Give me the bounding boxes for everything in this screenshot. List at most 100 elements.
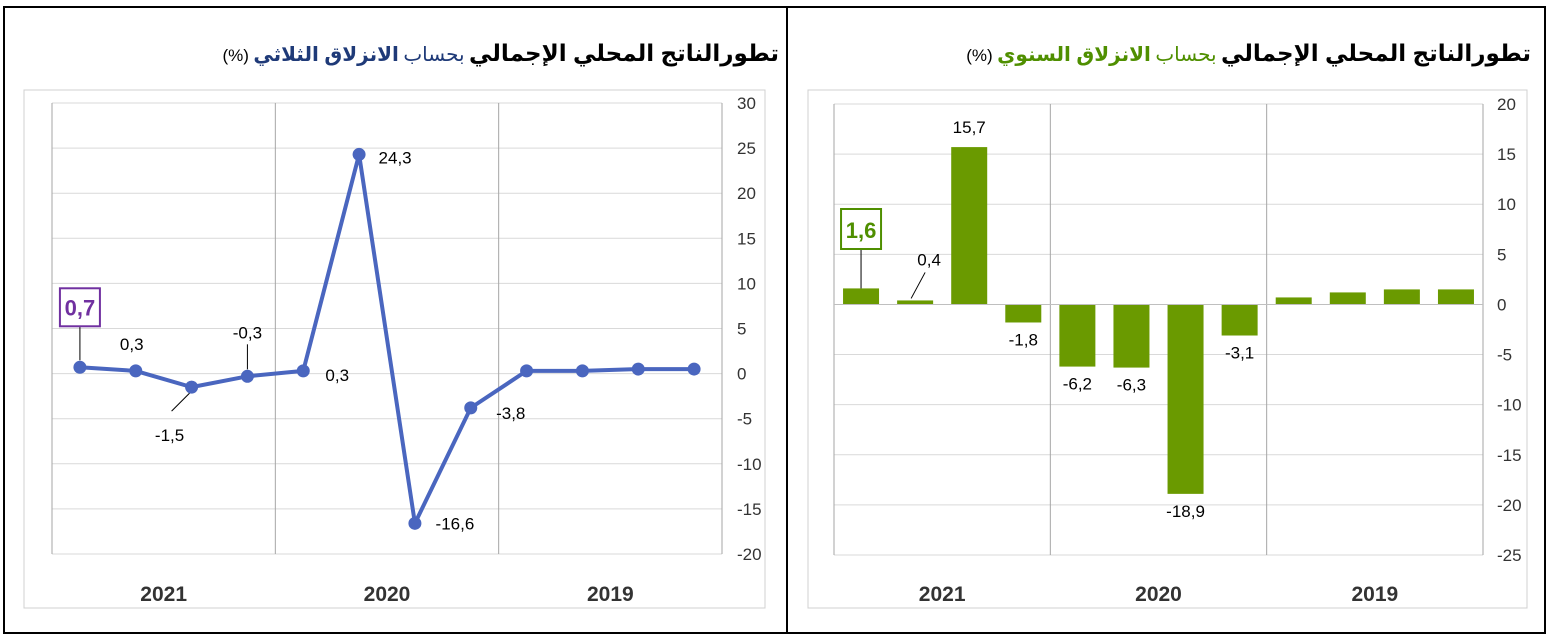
- panel-divider: [786, 6, 788, 634]
- left-data-point: [185, 380, 199, 394]
- left-y-tick-labels: -20 -15 -10 -5 0 5 10 15 20 25 30: [737, 94, 762, 564]
- right-data-label: 1,6: [846, 218, 877, 243]
- right-leader-lines: [860, 249, 926, 299]
- right-chart-title: تطورالناتج المحلي الإجمالي بحساب الانزلا…: [966, 40, 1531, 67]
- right-y-tick: -10: [1497, 396, 1522, 415]
- right-y-tick: -25: [1497, 546, 1522, 565]
- left-y-tick: 20: [737, 184, 756, 203]
- right-year-labels: 2021 2020 2019: [919, 583, 1398, 606]
- left-leader-line: [171, 392, 190, 412]
- left-data-label: -3,8: [496, 404, 525, 423]
- left-data-labels: 0,7 0,3 -1,5 -0,3 0,3 24,3 -16,6 -3,8: [58, 148, 525, 533]
- right-title-mid: بحساب: [1155, 44, 1217, 66]
- right-bar: [1005, 304, 1042, 323]
- left-leader-lines: [79, 326, 248, 412]
- right-data-label: -6,3: [1117, 376, 1146, 395]
- right-gridlines: [833, 103, 1484, 556]
- right-y-tick-labels: -25 -20 -15 -10 -5 0 5 10 15 20: [1497, 95, 1522, 565]
- left-data-label: -16,6: [436, 514, 475, 533]
- left-title-mid: بحساب: [403, 44, 465, 66]
- left-title-highlight: الانزلاق الثلاثي: [253, 44, 399, 66]
- right-bar: [1113, 304, 1150, 368]
- left-year-label: 2021: [140, 583, 187, 606]
- left-y-tick: 25: [737, 139, 756, 158]
- right-title-percent: (%): [966, 46, 993, 65]
- right-bar: [1383, 289, 1420, 305]
- left-y-tick: -15: [737, 500, 762, 519]
- left-y-tick: 15: [737, 229, 756, 248]
- left-data-point: [240, 369, 254, 383]
- left-data-label: -1,5: [155, 426, 184, 445]
- left-series: [73, 147, 701, 530]
- right-plot-border: [807, 89, 1528, 609]
- right-data-label: -6,2: [1063, 375, 1092, 394]
- left-data-label: -0,3: [233, 323, 262, 342]
- right-bar: [1275, 297, 1312, 305]
- left-y-tick: -20: [737, 545, 762, 564]
- left-data-point: [687, 362, 701, 376]
- left-y-tick: 0: [737, 365, 746, 384]
- right-bar: [951, 147, 988, 305]
- right-data-label: -1,8: [1009, 330, 1038, 349]
- right-y-tick: 0: [1497, 295, 1506, 314]
- right-year-label: 2021: [919, 583, 966, 606]
- left-y-tick: -10: [737, 455, 762, 474]
- right-bar: [1329, 292, 1366, 305]
- right-bar: [1167, 304, 1204, 494]
- right-year-label: 2019: [1351, 583, 1398, 606]
- left-chart-title: تطورالناتج المحلي الإجمالي بحساب الانزلا…: [222, 40, 779, 67]
- right-bar: [897, 300, 934, 305]
- left-data-point: [296, 364, 310, 378]
- right-y-tick: 20: [1497, 95, 1516, 114]
- left-data-label: 24,3: [379, 148, 412, 167]
- left-data-point: [408, 516, 422, 530]
- left-series-line: [79, 152, 695, 526]
- left-year-labels: 2021 2020 2019: [140, 583, 633, 606]
- right-data-label: 0,4: [917, 250, 941, 269]
- left-data-point: [352, 147, 366, 161]
- right-data-label: 15,7: [953, 118, 986, 137]
- left-data-label: 0,3: [120, 335, 144, 354]
- right-bar: [1059, 304, 1096, 367]
- right-series: [834, 147, 1483, 494]
- left-title-percent: (%): [222, 46, 249, 65]
- right-title-bold: تطورالناتج المحلي الإجمالي: [1221, 40, 1531, 66]
- right-title-highlight: الانزلاق السنوي: [997, 44, 1151, 66]
- right-bar: [1437, 289, 1474, 305]
- right-y-tick: -5: [1497, 346, 1512, 365]
- left-data-point: [73, 360, 87, 374]
- left-data-point: [129, 364, 143, 378]
- right-data-labels: 1,6 0,4 15,7 -1,8 -6,2 -6,3 -18,9 -3,1: [840, 118, 1254, 521]
- right-year-label: 2020: [1135, 583, 1182, 606]
- right-bar: [1221, 304, 1258, 336]
- right-y-tick: 15: [1497, 145, 1516, 164]
- left-y-tick: 5: [737, 320, 746, 339]
- left-data-point: [520, 364, 534, 378]
- left-data-point: [575, 364, 589, 378]
- right-bar: [843, 288, 880, 305]
- left-y-tick: -5: [737, 410, 752, 429]
- right-leader-line: [910, 272, 926, 299]
- right-data-label: -18,9: [1166, 502, 1205, 521]
- left-label-box: [58, 287, 101, 328]
- right-y-tick: 10: [1497, 195, 1516, 214]
- outer-frame: [3, 6, 1546, 634]
- left-line-chart: -20 -15 -10 -5 0 5 10 15 20 25 30 2021 2020 2019 0,7…: [23, 89, 766, 609]
- right-bar-chart: -25 -20 -15 -10 -5 0 5 10 15 20 2021 2020 2019 1,6 0…: [807, 89, 1528, 609]
- left-data-point: [631, 362, 645, 376]
- left-y-tick: 30: [737, 94, 756, 113]
- right-y-tick: 5: [1497, 245, 1506, 264]
- left-data-point: [464, 401, 478, 415]
- left-year-label: 2019: [587, 583, 634, 606]
- left-gridlines: [51, 102, 723, 555]
- right-y-tick: -15: [1497, 446, 1522, 465]
- left-data-label: 0,7: [65, 295, 96, 320]
- left-year-label: 2020: [364, 583, 411, 606]
- left-plot-border: [23, 89, 766, 609]
- right-label-box: [840, 208, 883, 250]
- left-y-tick: 10: [737, 274, 756, 293]
- left-data-label: 0,3: [325, 366, 349, 385]
- left-title-bold: تطورالناتج المحلي الإجمالي: [469, 40, 779, 66]
- right-data-label: -3,1: [1225, 344, 1254, 363]
- right-y-tick: -20: [1497, 496, 1522, 515]
